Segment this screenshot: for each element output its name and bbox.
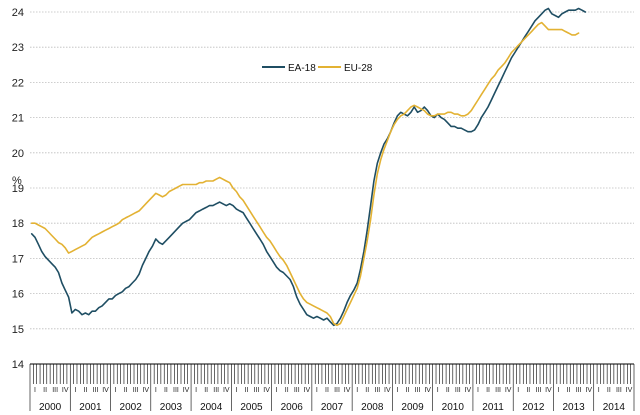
x-tick-label: 2013	[562, 402, 585, 413]
quarter-tick-label: IV	[545, 387, 552, 394]
quarter-tick-label: IV	[263, 387, 270, 394]
x-tick-label: 2006	[281, 402, 304, 413]
y-tick-label: 15	[12, 324, 24, 336]
quarter-tick-label: III	[93, 387, 99, 394]
quarter-tick-label: I	[316, 387, 318, 394]
quarter-tick-label: II	[365, 387, 369, 394]
series-lines	[30, 7, 587, 327]
y-tick-label: 24	[12, 7, 24, 19]
quarter-tick-label: IV	[102, 387, 109, 394]
x-tick-label: 2002	[120, 402, 143, 413]
x-tick-label: 2004	[200, 402, 223, 413]
quarter-tick-label: II	[406, 387, 410, 394]
y-tick-label: 16	[12, 289, 24, 301]
quarter-tick-label: I	[356, 387, 358, 394]
quarter-tick-label: II	[526, 387, 530, 394]
series-line-ea18	[30, 7, 587, 327]
quarter-tick-label: IV	[626, 387, 633, 394]
quarter-tick-label: III	[495, 387, 501, 394]
x-tick-label: 2005	[240, 402, 263, 413]
quarter-tick-label: III	[52, 387, 58, 394]
x-tick-label: 2010	[442, 402, 465, 413]
quarter-tick-label: I	[155, 387, 157, 394]
quarter-tick-label: IV	[384, 387, 391, 394]
quarter-tick-label: IV	[62, 387, 69, 394]
quarter-tick-label: IV	[223, 387, 230, 394]
x-tick-label: 2001	[79, 402, 102, 413]
quarter-tick-label: II	[83, 387, 87, 394]
x-tick-label: 2007	[321, 402, 344, 413]
legend-label-ea18: EA-18	[288, 63, 316, 74]
y-axis: % 14 15 16 17 18 19 20 21 22 23 24	[12, 7, 24, 371]
x-tick-label: 2003	[160, 402, 183, 413]
quarter-tick-label: II	[204, 387, 208, 394]
quarter-tick-label: III	[294, 387, 300, 394]
x-tick-label: 2011	[482, 402, 504, 413]
x-tick-label: 2009	[401, 402, 424, 413]
quarter-tick-label: IV	[142, 387, 149, 394]
quarter-tick-label: II	[164, 387, 168, 394]
y-tick-label: 23	[12, 42, 24, 54]
quarter-tick-label: IV	[424, 387, 431, 394]
quarter-tick-label: I	[437, 387, 439, 394]
quarter-tick-label: III	[254, 387, 260, 394]
quarter-tick-label: I	[558, 387, 560, 394]
x-tick-label: 2008	[361, 402, 384, 413]
quarter-tick-label: III	[576, 387, 582, 394]
quarter-tick-label: IV	[505, 387, 512, 394]
quarter-tick-label: III	[616, 387, 622, 394]
quarter-tick-label: II	[486, 387, 490, 394]
quarter-tick-label: I	[396, 387, 398, 394]
quarter-tick-label: I	[195, 387, 197, 394]
y-tick-label: 19	[12, 183, 24, 195]
quarter-tick-label: I	[115, 387, 117, 394]
quarter-tick-label: I	[598, 387, 600, 394]
quarter-tick-label: II	[285, 387, 289, 394]
quarter-tick-label: III	[535, 387, 541, 394]
quarter-tick-label: IV	[344, 387, 351, 394]
quarter-tick-label: III	[374, 387, 380, 394]
quarter-tick-label: II	[567, 387, 571, 394]
y-tick-label: 14	[12, 359, 24, 371]
quarter-tick-label: I	[477, 387, 479, 394]
quarter-tick-label: II	[43, 387, 47, 394]
quarter-tick-label: III	[334, 387, 340, 394]
quarter-tick-label: III	[455, 387, 461, 394]
y-axis-label: %	[12, 175, 22, 187]
quarter-tick-label: II	[124, 387, 128, 394]
y-tick-label: 18	[12, 218, 24, 230]
gridlines	[30, 11, 634, 330]
quarter-tick-label: III	[133, 387, 139, 394]
quarter-tick-label: II	[446, 387, 450, 394]
series-line-eu28	[30, 21, 580, 327]
quarter-tick-label: IV	[304, 387, 311, 394]
quarter-tick-label: I	[34, 387, 36, 394]
x-tick-label: 2000	[39, 402, 62, 413]
y-tick-label: 21	[12, 113, 24, 125]
quarter-tick-label: I	[235, 387, 237, 394]
quarter-tick-label: IV	[465, 387, 472, 394]
x-tick-label: 2012	[522, 402, 545, 413]
y-tick-label: 17	[12, 253, 24, 265]
quarter-tick-label: III	[173, 387, 179, 394]
y-tick-label: 22	[12, 77, 24, 89]
quarter-tick-label: II	[607, 387, 611, 394]
quarter-tick-label: II	[244, 387, 248, 394]
legend: EA-18 EU-28	[262, 63, 373, 74]
x-tick-label: 2014	[603, 402, 626, 413]
quarter-tick-label: I	[276, 387, 278, 394]
y-tick-label: 20	[12, 148, 24, 160]
legend-label-eu28: EU-28	[344, 63, 373, 74]
quarter-tick-label: I	[74, 387, 76, 394]
quarter-tick-label: III	[213, 387, 219, 394]
quarter-tick-label: I	[517, 387, 519, 394]
quarter-tick-label: IV	[585, 387, 592, 394]
quarter-tick-label: IV	[183, 387, 190, 394]
quarter-tick-label: II	[325, 387, 329, 394]
quarter-tick-label: III	[415, 387, 421, 394]
